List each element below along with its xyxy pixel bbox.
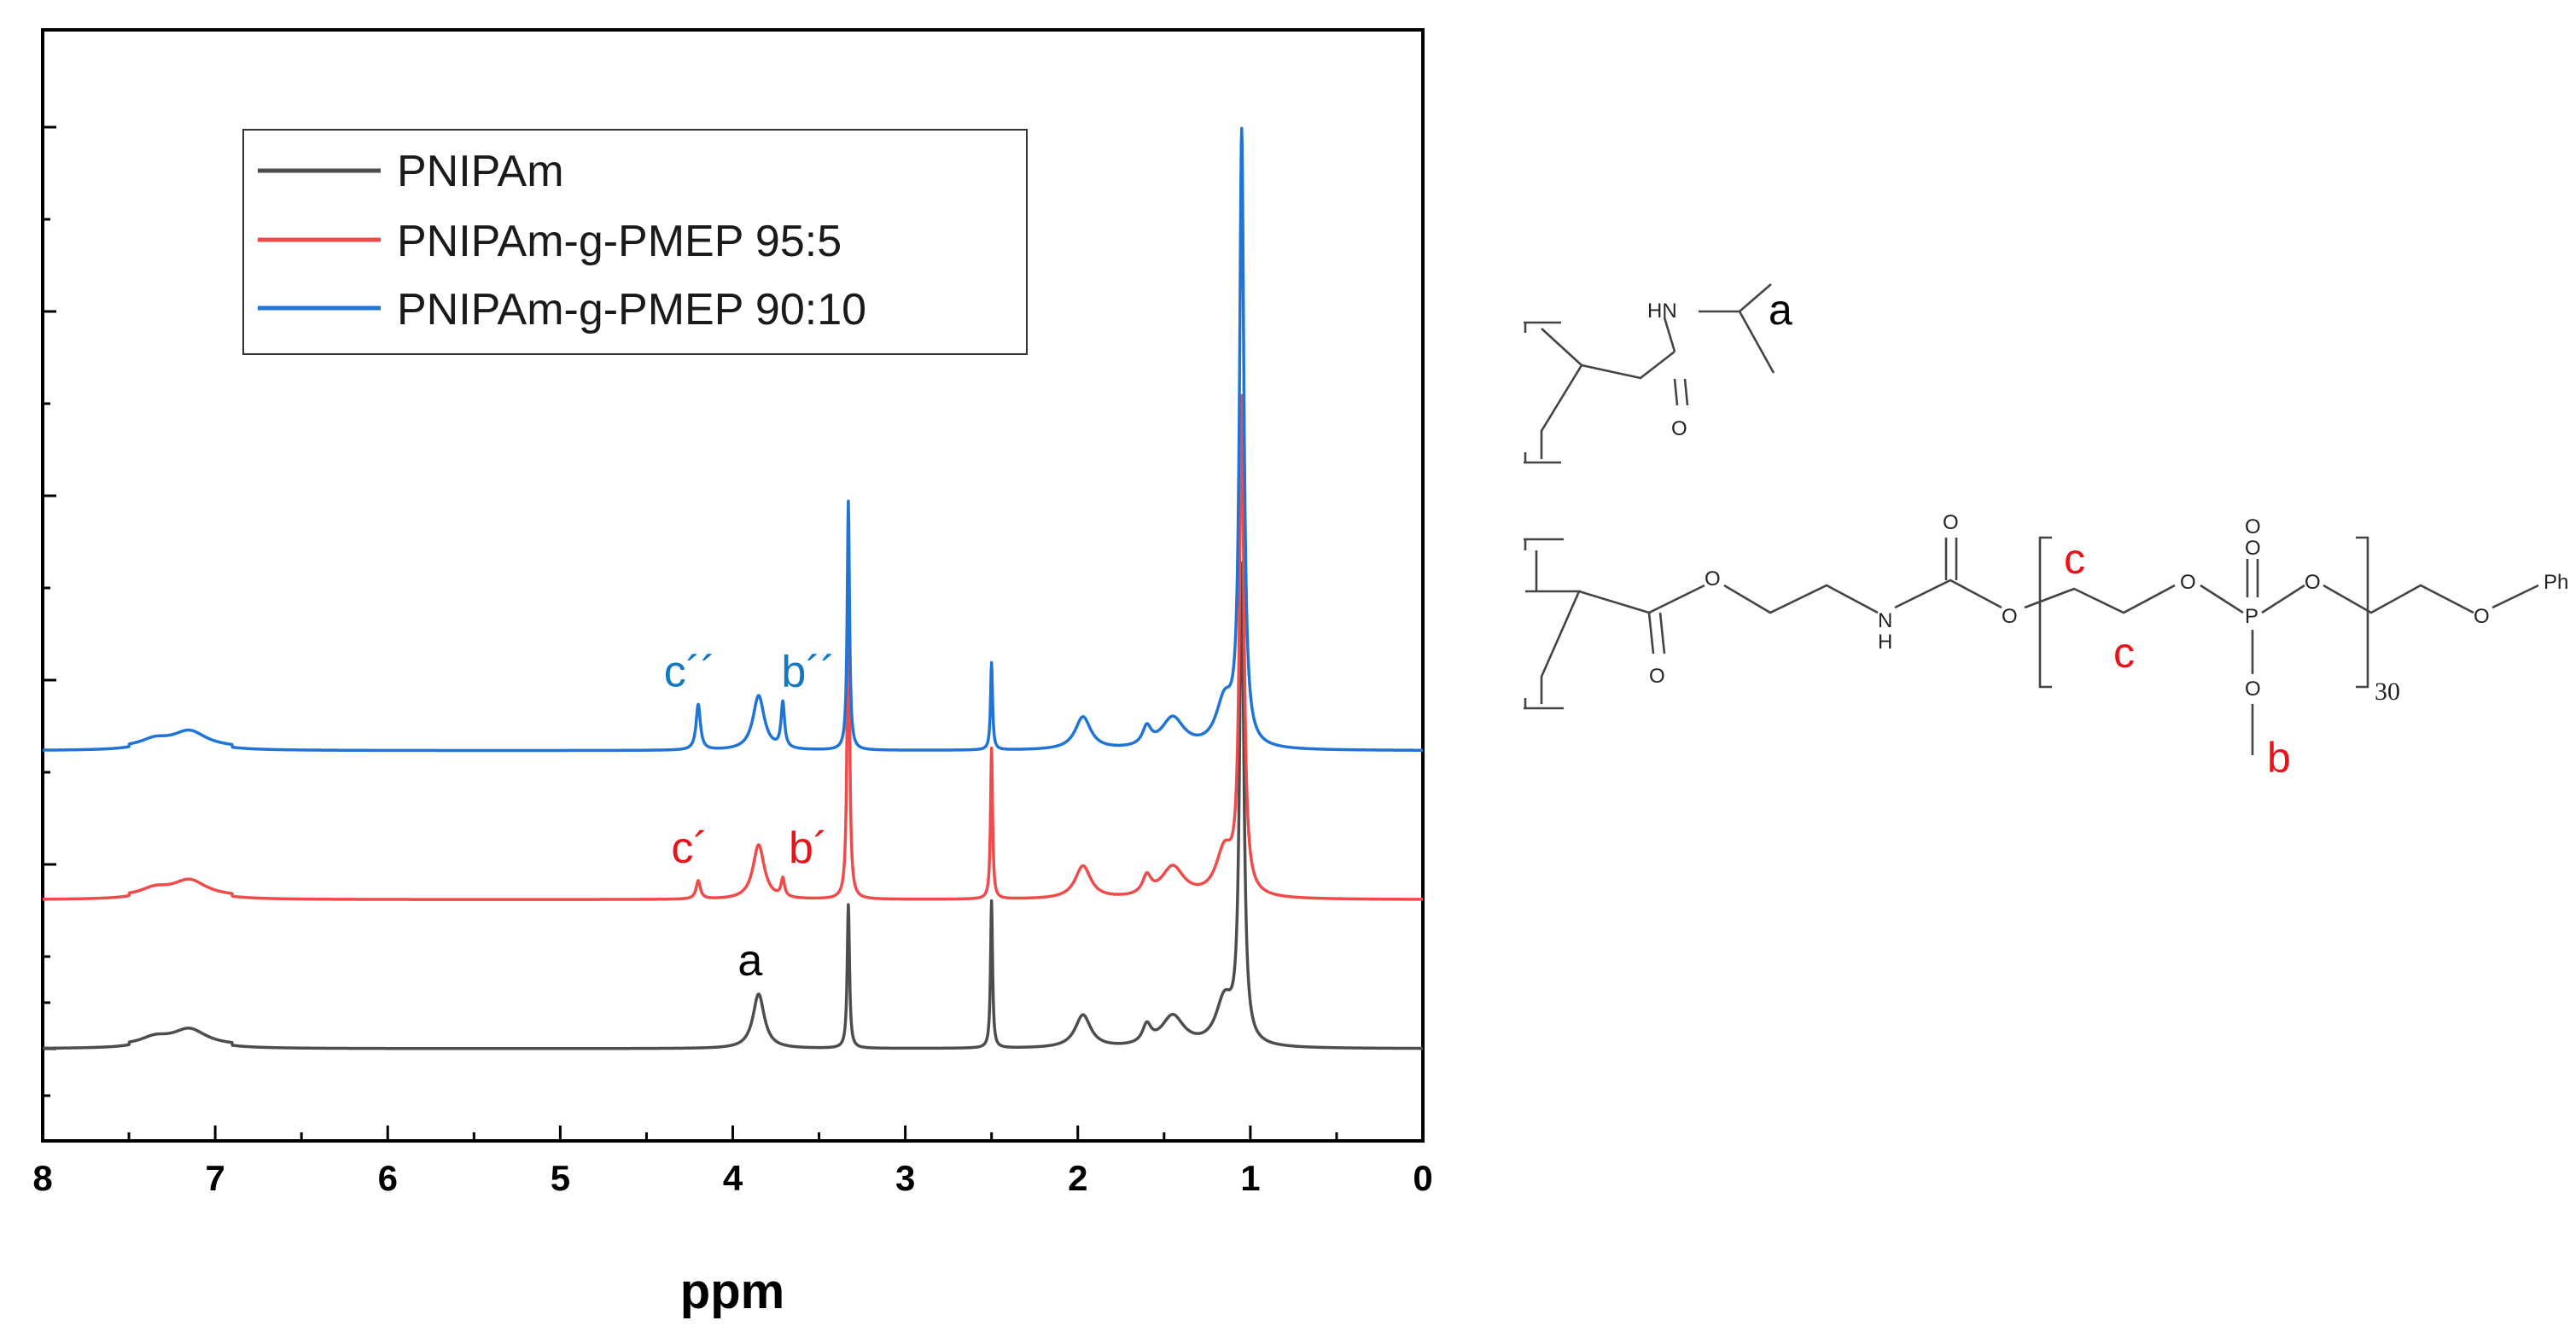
x-tick-label: 4 xyxy=(723,1158,743,1198)
pmep-repeat-bracket-right xyxy=(2356,536,2369,689)
pmep-repeat-bracket-left xyxy=(2038,536,2052,689)
pnipam-structure: HN O a xyxy=(1524,283,1792,464)
proton-label-b: b xyxy=(2267,734,2291,782)
x-tick-label: 0 xyxy=(1413,1158,1432,1198)
x-tick-label: 5 xyxy=(551,1158,570,1198)
pnipam-amide-n-link xyxy=(1663,317,1676,352)
pmep-phosphate-o-double2-label: O xyxy=(2245,537,2261,560)
pmep-bracket-bottom xyxy=(1524,698,1564,710)
proton-label-c-upper: c xyxy=(2064,535,2085,583)
pnipam-backbone xyxy=(1540,328,1583,459)
pmep-p-bonds xyxy=(2200,559,2305,674)
x-axis-title: ppm xyxy=(680,1264,784,1319)
pmep-ester-o-label: O xyxy=(1705,567,1721,590)
pmep-phosphate-o1-label: O xyxy=(2180,571,2196,594)
pmep-ethyl-linker xyxy=(1723,584,1879,614)
x-tick-label: 3 xyxy=(895,1158,915,1198)
legend-label-pnipam: PNIPAm xyxy=(397,147,564,196)
pmep-carbamate-o-label: O xyxy=(2002,605,2018,628)
peak-label: a xyxy=(737,936,762,986)
pmep-phenyl-label: Ph xyxy=(2544,571,2568,594)
pmep-phosphate-o-double-label: O xyxy=(2245,515,2261,538)
pmep-phosphorus-label: P xyxy=(2245,605,2258,628)
pmep-carbamate-o-double-label: O xyxy=(1943,511,1959,534)
pmep-repeat-subscript: 30 xyxy=(2375,678,2400,706)
y-ticks xyxy=(43,125,56,1097)
legend: PNIPAm PNIPAm-g-PMEP 95:5 PNIPAm-g-PMEP … xyxy=(242,129,1028,355)
x-tick-label: 6 xyxy=(378,1158,398,1198)
pmep-ester-o-double-label: O xyxy=(1649,665,1665,688)
pmep-phosphate-o2-label: O xyxy=(2305,571,2321,594)
x-ticks: 8 7 6 5 4 3 2 1 0 xyxy=(32,1126,1433,1198)
peak-label: c´´ xyxy=(664,647,716,696)
x-tick-label: 7 xyxy=(205,1158,224,1198)
nmr-chart: 8 7 6 5 4 3 2 1 0 a c´ b´ c´´ b´´ ppm PNIPAm PNIPAm-… xyxy=(32,28,1433,1319)
pmep-backbone xyxy=(1525,550,1581,704)
pmep-carbamate-h-label: H xyxy=(1878,631,1892,654)
legend-label-90-10: PNIPAm-g-PMEP 90:10 xyxy=(397,285,866,334)
pmep-end-chain xyxy=(2322,584,2474,614)
pnipam-isopropyl xyxy=(1699,283,1775,374)
peak-label: b´´ xyxy=(781,647,836,696)
pnipam-bracket-top xyxy=(1524,321,1561,333)
pmep-structure: O O N H O O O P O O O O 30 O Ph c c xyxy=(1524,511,2568,782)
spectra xyxy=(41,126,1425,1050)
pmep-carbamate-n-label: N xyxy=(1878,609,1892,632)
proton-label-a: a xyxy=(1769,286,1792,334)
pmep-carbamate xyxy=(1894,538,2002,609)
legend-label-95-5: PNIPAm-g-PMEP 95:5 xyxy=(397,217,842,266)
pmep-repeat-chain xyxy=(2024,584,2176,614)
pnipam-bracket-bottom xyxy=(1524,452,1561,464)
series-line xyxy=(41,393,1425,901)
pmep-phosphate-o-methyl-label: O xyxy=(2245,678,2261,701)
peak-label: b´ xyxy=(789,823,828,873)
pnipam-carbonyl-o-label: O xyxy=(1671,417,1687,440)
pnipam-nh-label: HN xyxy=(1647,300,1677,323)
proton-label-c-lower: c xyxy=(2113,629,2135,677)
peak-annotations: a c´ b´ c´´ b´´ xyxy=(664,647,836,986)
series-line xyxy=(41,126,1425,753)
pmep-bracket-top xyxy=(1524,538,1564,550)
x-tick-label: 1 xyxy=(1240,1158,1260,1198)
pnipam-amide-chain xyxy=(1581,350,1689,406)
x-tick-label: 8 xyxy=(32,1158,52,1198)
pmep-ester xyxy=(1578,584,1705,654)
chemical-structures: HN O a O O N H O O O P O O O O xyxy=(1524,283,2568,782)
x-tick-label: 2 xyxy=(1068,1158,1087,1198)
pmep-ether-o-label: O xyxy=(2474,605,2490,628)
series-line xyxy=(41,561,1425,1050)
peak-label: c´ xyxy=(671,823,708,873)
pmep-ph-link xyxy=(2491,584,2539,609)
